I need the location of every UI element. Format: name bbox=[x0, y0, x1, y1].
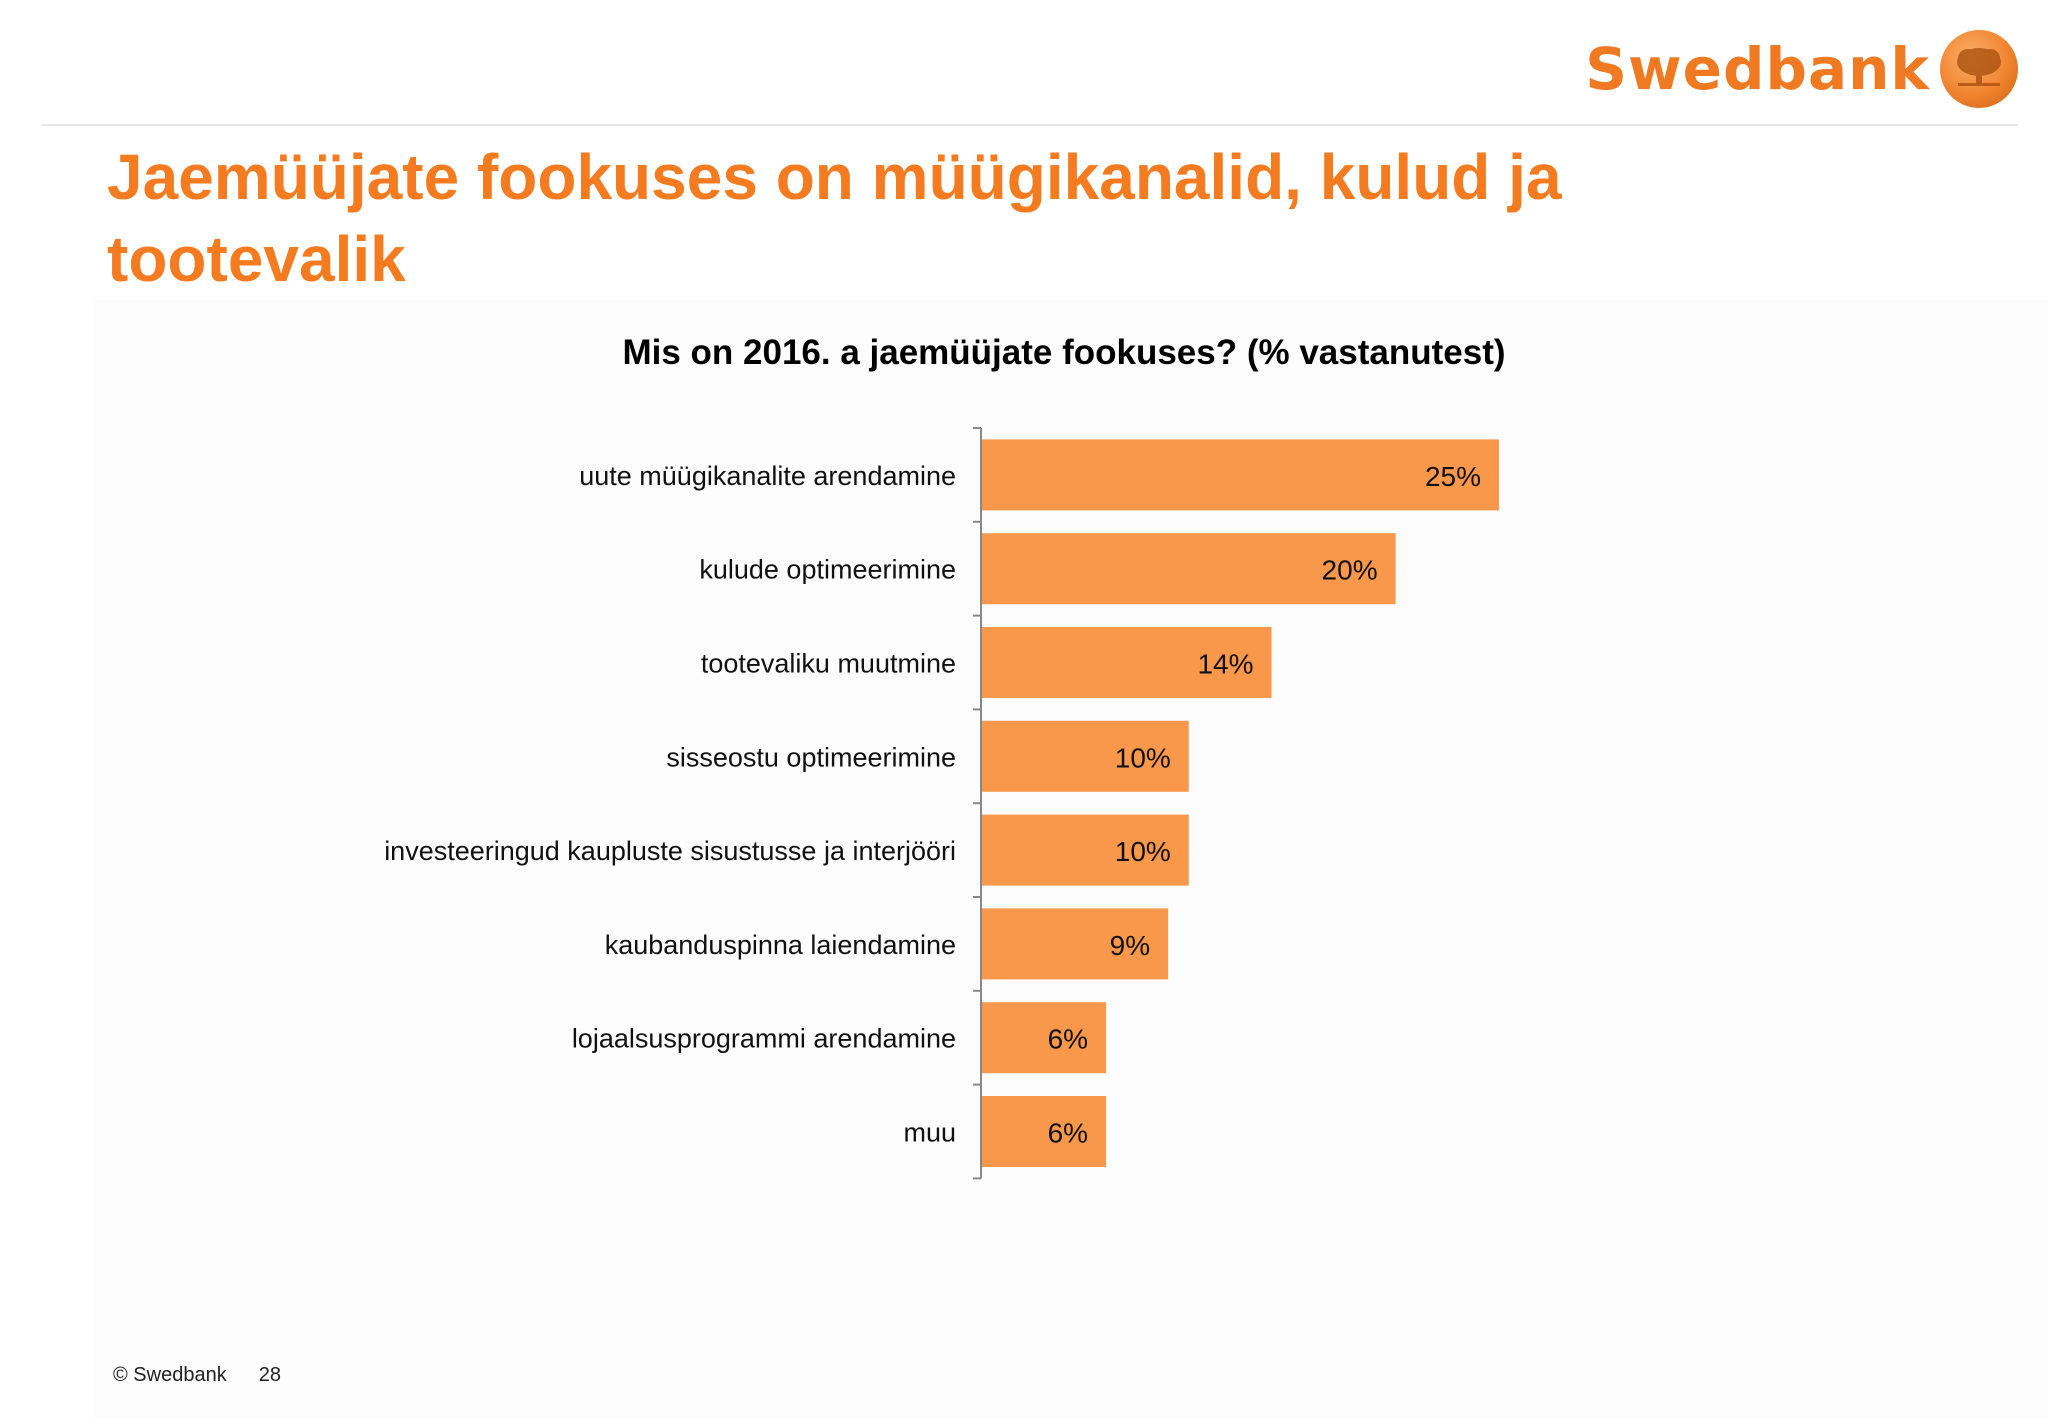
category-label: investeeringud kaupluste sisustusse ja i… bbox=[384, 836, 956, 866]
logo-wordmark: Swedbank bbox=[1585, 35, 1930, 103]
category-label: uute müügikanalite arendamine bbox=[579, 461, 956, 491]
chart-title: Mis on 2016. a jaemüüjate fookuses? (% v… bbox=[622, 333, 1505, 372]
data-label: 25% bbox=[1425, 461, 1481, 492]
category-label: muu bbox=[903, 1118, 956, 1148]
bar bbox=[982, 720, 1189, 792]
category-label: lojaalsusprogrammi arendamine bbox=[572, 1024, 956, 1054]
category-label: kulude optimeerimine bbox=[699, 555, 956, 585]
category-label: sisseostu optimeerimine bbox=[666, 742, 956, 772]
data-label: 10% bbox=[1115, 836, 1171, 867]
bar bbox=[982, 627, 1272, 698]
data-label: 14% bbox=[1197, 649, 1253, 680]
category-label: kaubanduspinna laiendamine bbox=[605, 930, 956, 960]
bar bbox=[982, 439, 1499, 511]
header-divider bbox=[42, 124, 2018, 126]
oak-tree-emblem-icon bbox=[1940, 30, 2018, 108]
data-label: 6% bbox=[1048, 1118, 1088, 1149]
data-label: 9% bbox=[1110, 930, 1150, 961]
category-label: tootevaliku muutmine bbox=[701, 649, 956, 679]
page-number: 28 bbox=[258, 1364, 281, 1386]
bar bbox=[982, 533, 1396, 605]
data-label: 20% bbox=[1322, 555, 1378, 586]
swedbank-logo: Swedbank bbox=[1585, 30, 2018, 108]
slide-title: Jaemüüjate fookuses on müügikanalid, kul… bbox=[107, 141, 1562, 295]
bar bbox=[982, 814, 1189, 886]
copyright-text: © Swedbank bbox=[113, 1364, 227, 1386]
bar bbox=[982, 908, 1169, 980]
data-label: 10% bbox=[1115, 742, 1171, 773]
bar bbox=[982, 1096, 1107, 1167]
footer: © Swedbank 28 bbox=[113, 1364, 281, 1387]
bar bbox=[982, 1002, 1107, 1074]
data-label: 6% bbox=[1048, 1024, 1088, 1055]
